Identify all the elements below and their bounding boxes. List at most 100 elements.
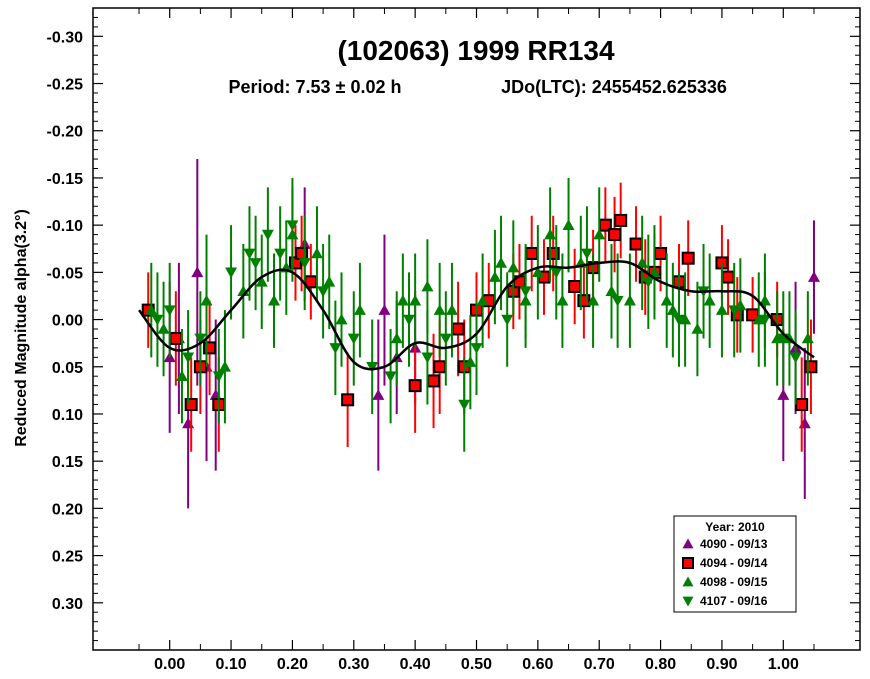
- legend-title: Year: 2010: [705, 520, 765, 534]
- data-point: [286, 220, 299, 232]
- data-point: [329, 343, 342, 354]
- data-point: [629, 237, 643, 251]
- y-tick-label: -0.10: [47, 218, 84, 235]
- data-point: [562, 219, 575, 230]
- data-point: [614, 213, 628, 227]
- data-point: [642, 276, 655, 288]
- legend-label: 4098 - 09/15: [700, 575, 768, 589]
- y-tick-label: 0.25: [52, 549, 83, 566]
- data-point: [274, 248, 287, 260]
- data-point: [378, 304, 391, 315]
- data-point: [587, 294, 600, 306]
- data-point: [577, 294, 591, 308]
- series-3: [151, 177, 802, 452]
- data-point: [458, 399, 471, 411]
- data-point: [476, 294, 489, 306]
- data-point: [703, 294, 716, 306]
- legend-label: 4090 - 09/13: [700, 537, 768, 551]
- chart-subtitle-epoch: JDo(LTC): 2455452.625336: [501, 77, 727, 97]
- data-point: [163, 305, 176, 317]
- x-tick-label: 0.70: [584, 656, 615, 673]
- data-point: [777, 389, 790, 400]
- data-point: [353, 304, 366, 315]
- data-point: [409, 294, 422, 306]
- data-point: [507, 261, 520, 273]
- data-point: [544, 228, 557, 240]
- data-point: [261, 229, 274, 241]
- data-point: [593, 228, 606, 240]
- data-point: [317, 286, 330, 298]
- data-point: [175, 370, 188, 382]
- data-point: [654, 246, 668, 260]
- legend-marker: [682, 576, 694, 587]
- data-point: [310, 247, 323, 259]
- x-tick-label: 0.90: [706, 656, 737, 673]
- data-point: [255, 275, 268, 287]
- fit-curve: [138, 260, 815, 371]
- x-tick-label: 0.50: [461, 656, 492, 673]
- y-tick-label: -0.15: [47, 171, 84, 188]
- data-point: [804, 360, 818, 374]
- y-tick-label: -0.05: [47, 265, 84, 282]
- data-point: [568, 280, 582, 294]
- plot-area: [92, 7, 861, 651]
- data-point: [366, 361, 379, 373]
- data-point: [611, 295, 624, 307]
- data-point: [623, 294, 636, 306]
- y-tick-label: 0.15: [52, 454, 83, 471]
- x-tick-label: 0.80: [645, 656, 676, 673]
- data-point: [408, 379, 422, 393]
- data-point: [771, 332, 784, 344]
- legend-marker: [682, 596, 694, 607]
- data-point: [801, 332, 814, 344]
- data-point: [501, 314, 514, 326]
- axis-ticks: -0.30 -0.25 -0.20 -0.15 -0.10 -0.05 0.00 0.05 0.…: [47, 7, 860, 673]
- data-point: [182, 352, 195, 364]
- data-point: [691, 323, 704, 334]
- data-point: [169, 331, 183, 345]
- x-tick-label: 1.00: [768, 656, 799, 673]
- data-point: [789, 352, 802, 364]
- data-point: [184, 398, 198, 412]
- data-point: [298, 258, 311, 269]
- data-point: [243, 248, 256, 260]
- legend: Year: 2010 4090 - 09/13 4094 - 09/14 4098 …: [673, 515, 797, 613]
- data-point: [194, 333, 207, 345]
- data-point: [519, 286, 532, 298]
- x-tick-label: 0.40: [400, 656, 431, 673]
- data-point: [546, 246, 560, 260]
- data-point: [488, 271, 501, 282]
- data-point: [390, 332, 403, 344]
- data-point: [200, 294, 213, 306]
- y-tick-label: -0.30: [47, 29, 84, 46]
- x-tick-label: 0.10: [215, 656, 246, 673]
- y-tick-label: -0.25: [47, 77, 84, 94]
- x-tick-label: 0.00: [154, 656, 185, 673]
- data-point: [672, 314, 685, 326]
- data-point: [550, 267, 563, 279]
- data-point: [421, 280, 434, 292]
- y-tick-label: 0.20: [52, 501, 83, 518]
- data-point: [495, 256, 508, 268]
- data-point: [464, 356, 477, 367]
- data-point: [451, 322, 465, 336]
- data-point: [433, 360, 447, 374]
- data-point: [445, 304, 458, 315]
- data-point: [679, 313, 692, 325]
- x-tick-label: 0.30: [338, 656, 369, 673]
- data-point: [728, 305, 741, 317]
- y-tick-label: 0.30: [52, 596, 83, 613]
- y-axis-label: Reduced Magnitude alpha(3.2°): [13, 209, 30, 447]
- chart-subtitle-period: Period: 7.53 ± 0.02 h: [229, 77, 402, 97]
- data-point: [648, 266, 661, 278]
- data-point: [212, 371, 225, 383]
- data-point: [421, 352, 434, 364]
- data-point: [470, 343, 483, 354]
- data-point: [191, 266, 204, 278]
- data-point: [525, 246, 539, 260]
- data-point: [323, 275, 336, 287]
- legend-marker: [682, 538, 694, 549]
- chart-title: (102063) 1999 RR134: [337, 35, 615, 66]
- data-point: [218, 360, 231, 372]
